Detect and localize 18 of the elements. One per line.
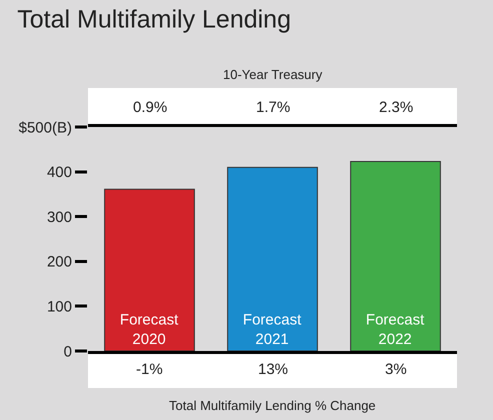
x-tick-label: Forecast 2022 (366, 312, 426, 348)
y-tick-label: 100 (46, 298, 72, 316)
y-tick-label: 300 (46, 208, 72, 226)
text: 1.7% (256, 99, 290, 116)
text: 3% (385, 361, 407, 378)
y-tick-label: 400 (46, 164, 72, 182)
text: -1% (136, 361, 163, 378)
x-tick-label: Forecast 2020 (120, 312, 180, 348)
y-tick-label: 0 (64, 343, 72, 360)
y-tick-label: $500(B) (18, 119, 72, 136)
text: 0.9% (133, 99, 168, 116)
x-axis-title: Total Multifamily Lending % Change (169, 398, 376, 413)
x-tick-label: Forecast 2021 (242, 312, 302, 348)
text: 2.3% (379, 99, 414, 116)
text: 10-Year Treasury (223, 67, 323, 82)
text: 13% (258, 361, 288, 378)
chart-title: Total Multifamily Lending (17, 6, 292, 34)
y-tick-label: 200 (46, 254, 72, 271)
